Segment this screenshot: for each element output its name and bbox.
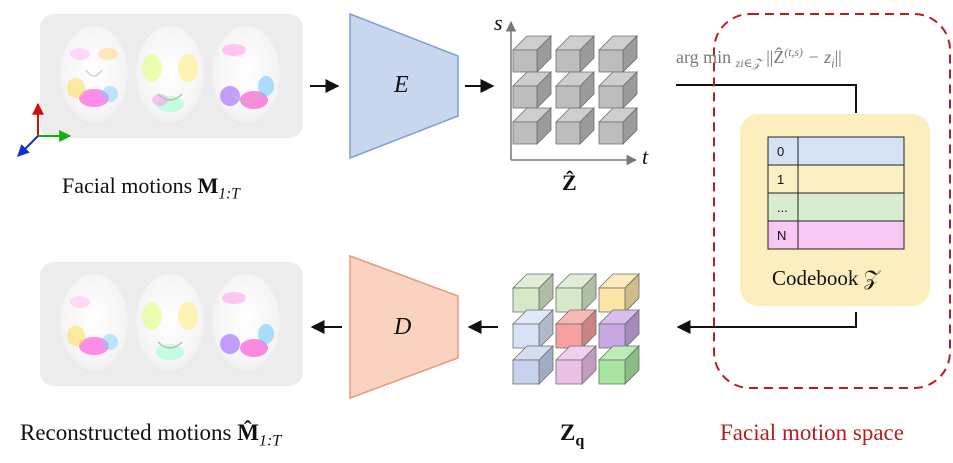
latent-cube-r2-c1-front (555, 121, 581, 145)
codebook-entry-bar (797, 136, 905, 166)
output-face-2 (136, 274, 204, 374)
output-caption: Reconstructed motions M̂1:T (20, 420, 281, 451)
quantized-cube-r2-c2 (598, 345, 640, 385)
latent-cube-r2-c0-front (512, 121, 538, 145)
codebook-index-cell (767, 136, 799, 166)
argmin-expr-sup: (t,s) (784, 46, 803, 59)
quantized-cube-r0-c1 (555, 273, 597, 313)
codebook-index-label: 1 (777, 172, 784, 187)
input-caption-subscript: 1:T (218, 185, 240, 203)
decoder-label: D (394, 314, 412, 340)
quantized-cube-r1-c2-front (598, 323, 626, 349)
latent-cube-grid (512, 35, 638, 145)
quantized-cube-r1-c2 (598, 309, 640, 349)
quantized-cube-r1-c1 (555, 309, 597, 349)
input-face-1 (60, 26, 128, 126)
quantized-cube-r0-c0 (512, 273, 554, 313)
quantized-cube-r1-c1-front (555, 323, 583, 349)
motion-space-boundary (713, 13, 951, 389)
latent-cube-r1-c0 (512, 71, 552, 109)
decoder-block (349, 254, 459, 400)
input-face-2 (136, 26, 204, 126)
quantized-subscript: q (575, 432, 585, 450)
codebook-index-cell (767, 164, 799, 194)
argmin-expr-sub: i (831, 56, 835, 71)
argmin-subscript: zi∈𝒵 (735, 56, 762, 71)
encoder-block (349, 12, 459, 160)
latent-cube-r1-c2-front (598, 85, 624, 109)
codebook-table: 0 1... N (767, 136, 905, 250)
latent-cube-r0-c0 (512, 35, 552, 73)
quantized-cube-r0-c1-front (555, 287, 583, 313)
quantized-cube-grid (512, 273, 640, 385)
argmin-expr-right: − z (802, 47, 832, 68)
encoder-label: E (394, 72, 409, 98)
latent-cube-r2-c0 (512, 107, 552, 145)
latent-cube-r1-c0-front (512, 85, 538, 109)
latent-cube-r1-c2 (598, 71, 638, 109)
latent-cube-r0-c2 (598, 35, 638, 73)
motion-space-label: Facial motion space (720, 420, 904, 445)
arrow-codebook-to-quantized (676, 312, 857, 334)
quantized-cube-r0-c0-front (512, 287, 540, 313)
codebook-index-label: 0 (777, 144, 784, 159)
input-caption: Facial motions M1:T (62, 173, 240, 203)
output-caption-text: Reconstructed motions (20, 420, 238, 445)
latent-cube-r0-c1 (555, 35, 595, 73)
codebook-index-label: ... (777, 200, 788, 215)
input-caption-text: Facial motions (62, 173, 198, 198)
latent-cube-r1-c1 (555, 71, 595, 109)
argmin-expression: arg min zi∈𝒵 ||Ẑ(t,s) − zi|| (676, 46, 842, 71)
latent-axis-s-label: s (494, 10, 503, 35)
codebook-entry-bar (797, 192, 905, 222)
quantized-cube-r2-c1 (555, 345, 597, 385)
codebook-label: Codebook 𝒵 (772, 266, 880, 290)
quantized-cube-r2-c1-front (555, 359, 583, 385)
quantized-label: Zq (560, 420, 584, 451)
quantized-cube-r2-c0-front (512, 359, 540, 385)
latent-cube-r0-c0-front (512, 49, 538, 73)
argmin-expr-left: ||Ẑ (766, 47, 785, 68)
quantized-symbol: Z (560, 420, 576, 445)
quantized-cube-r2-c2-front (598, 359, 626, 385)
latent-cube-r2-c2 (598, 107, 638, 145)
axes-gizmo (17, 102, 72, 157)
latent-cube-r2-c1 (555, 107, 595, 145)
latent-cube-r0-c2-front (598, 49, 624, 73)
input-caption-symbol: M (197, 173, 219, 198)
latent-cube-r2-c2-front (598, 121, 624, 145)
latent-symbol: Ẑ (562, 170, 577, 195)
codebook-entry-bar (797, 220, 905, 250)
argmin-op: arg min (676, 47, 732, 68)
quantized-cube-r0-c2-front (598, 287, 626, 313)
quantized-cube-r1-c0-front (512, 323, 540, 349)
quantized-cube-r0-c2 (598, 273, 640, 313)
output-caption-symbol: M̂ (237, 420, 259, 445)
codebook-entry-bar (797, 164, 905, 194)
quantized-cube-r1-c0 (512, 309, 554, 349)
latent-axis-t-label: t (642, 144, 649, 169)
latent-cube-r0-c1-front (555, 49, 581, 73)
output-face-3 (212, 274, 280, 374)
codebook-index-cell (767, 220, 799, 250)
codebook-index-label: N (777, 228, 786, 243)
quantized-cube-r2-c0 (512, 345, 554, 385)
input-face-3 (212, 26, 280, 126)
connector-latent-to-codebook (676, 84, 857, 113)
output-caption-subscript: 1:T (258, 432, 282, 450)
output-face-1 (60, 274, 128, 374)
argmin-expr-end: || (834, 47, 842, 68)
latent-cube-r1-c1-front (555, 85, 581, 109)
